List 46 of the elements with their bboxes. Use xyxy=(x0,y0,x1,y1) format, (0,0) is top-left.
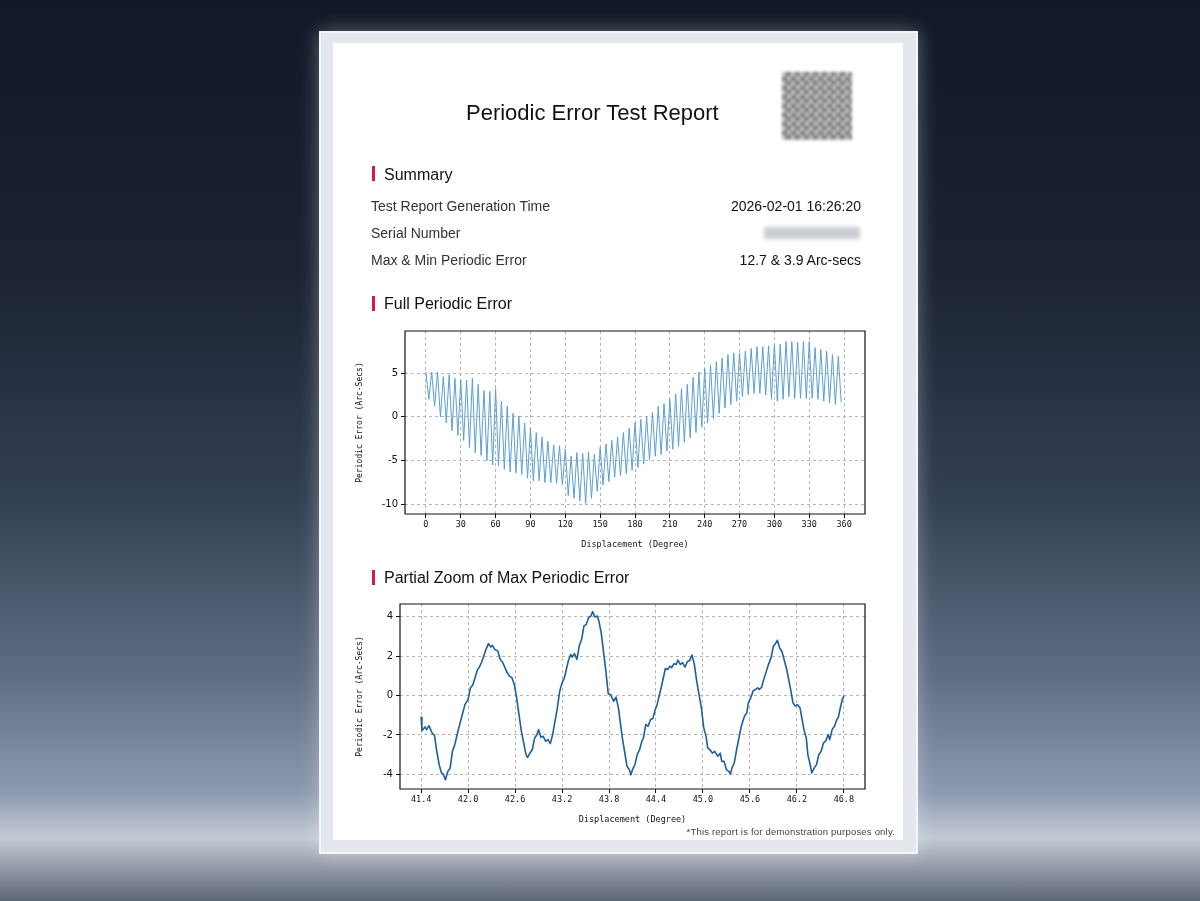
y-tick-label: -10 xyxy=(381,497,398,509)
x-tick-label: 46.2 xyxy=(786,794,808,805)
x-tick-label: 180 xyxy=(627,519,643,530)
text: Summary xyxy=(384,165,453,185)
text: Periodic Error Test Report xyxy=(466,99,719,127)
y-tick-label: -5 xyxy=(388,454,398,466)
x-tick-label: 43.8 xyxy=(598,794,620,805)
text: Serial Number xyxy=(371,224,461,242)
x-tick-label: 120 xyxy=(557,519,573,530)
y-tick-label: -4 xyxy=(383,768,393,779)
text: 2026-02-01 16:26:20 xyxy=(731,197,861,215)
y-tick-label: 0 xyxy=(391,410,398,422)
y-tick-label: 0 xyxy=(386,689,393,701)
x-tick-label: 0 xyxy=(423,519,429,530)
y-tick-label: 4 xyxy=(386,610,393,622)
x-tick-label: 360 xyxy=(836,519,852,530)
x-tick-label: 270 xyxy=(731,519,748,530)
text: *This report is for demonstration purposes only. xyxy=(686,825,895,839)
text: 12.7 & 3.9 Arc-secs xyxy=(739,251,861,269)
x-axis-title: Displacement (Degree) xyxy=(581,539,689,550)
chart-title: Partial Zoom of Max Periodic Error xyxy=(384,568,630,588)
x-tick-label: 44.4 xyxy=(645,794,667,805)
x-tick-label: 43.2 xyxy=(551,794,573,805)
x-tick-label: 42.6 xyxy=(504,794,526,805)
y-tick-label: -2 xyxy=(383,728,393,740)
x-tick-label: 300 xyxy=(766,519,783,530)
x-tick-label: 60 xyxy=(490,519,501,530)
x-tick-label: 210 xyxy=(662,519,678,530)
y-tick-label: 5 xyxy=(391,366,398,378)
x-tick-label: 240 xyxy=(697,519,713,530)
x-tick-label: 150 xyxy=(592,519,608,530)
y-axis-title: Periodic Error (Arc-Secs) xyxy=(354,362,364,483)
y-tick-label: 2 xyxy=(386,649,393,661)
x-tick-label: 41.4 xyxy=(410,794,432,805)
x-tick-label: 45.0 xyxy=(692,794,714,805)
x-tick-label: 330 xyxy=(801,519,817,530)
x-tick-label: 45.6 xyxy=(739,794,761,805)
x-tick-label: 46.8 xyxy=(833,794,855,805)
x-tick-label: 90 xyxy=(525,519,536,530)
x-tick-label: 42.0 xyxy=(457,794,479,805)
text: Test Report Generation Time xyxy=(371,197,550,215)
x-tick-label: 30 xyxy=(455,519,466,530)
y-axis-title: Periodic Error (Arc-Secs) xyxy=(354,636,364,757)
text: Max & Min Periodic Error xyxy=(371,251,527,269)
x-axis-title: Displacement (Degree) xyxy=(578,814,687,825)
chart-title: Full Periodic Error xyxy=(384,294,513,314)
